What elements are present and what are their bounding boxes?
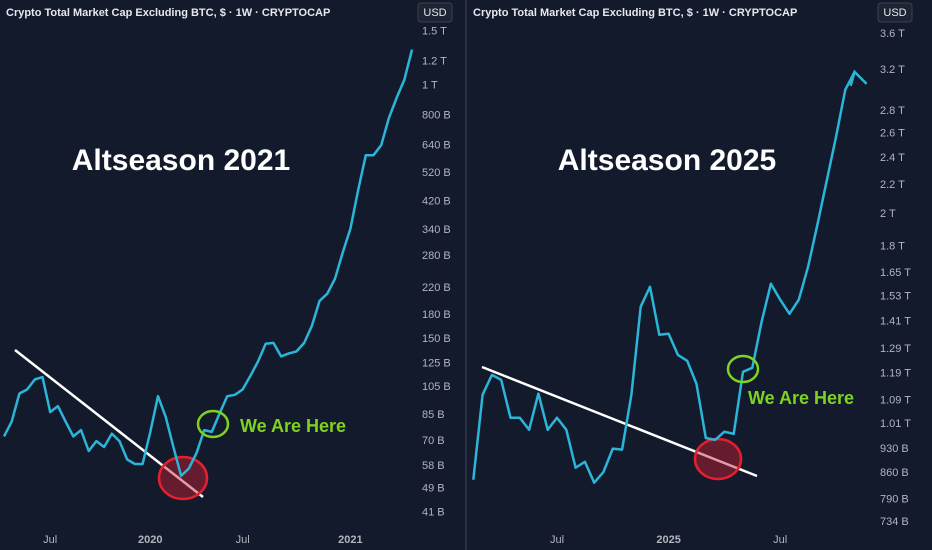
- green-circle: [196, 409, 230, 439]
- y-tick-label: 150 B: [422, 333, 451, 345]
- y-tick-label: 180 B: [422, 309, 451, 321]
- y-tick-label: 1.09 T: [880, 394, 911, 406]
- price-line: [2, 49, 414, 478]
- x-tick-label: 2020: [138, 534, 162, 546]
- y-tick-label: 2.2 T: [880, 179, 905, 191]
- y-tick-label: 1.8 T: [880, 241, 905, 253]
- x-tick-label: Jul: [43, 534, 57, 546]
- headline: Altseason 2025: [558, 144, 776, 177]
- y-tick-label: 2.8 T: [880, 105, 905, 117]
- currency-box: [417, 2, 453, 23]
- chart-title: Crypto Total Market Cap Excluding BTC, $…: [473, 7, 797, 19]
- annotation: We Are Here: [748, 388, 854, 408]
- x-tick-label: Jul: [773, 534, 787, 546]
- x-tick-label: Jul: [236, 534, 250, 546]
- y-tick-label: 49 B: [422, 483, 445, 495]
- y-tick-label: 1.01 T: [880, 418, 911, 430]
- currency-box: [877, 2, 913, 23]
- trend-line: [14, 349, 204, 498]
- y-tick-label: 790 B: [880, 493, 909, 505]
- headline: Altseason 2021: [72, 144, 290, 177]
- trend-line: [481, 365, 758, 478]
- y-tick-label: 1.29 T: [880, 343, 911, 355]
- y-tick-label: 41 B: [422, 507, 445, 519]
- y-tick-label: 930 B: [880, 443, 909, 455]
- y-tick-label: 1 T: [422, 80, 438, 92]
- y-tick-label: 280 B: [422, 250, 451, 262]
- y-tick-label: 125 B: [422, 358, 451, 370]
- y-tick-label: 105 B: [422, 381, 451, 393]
- x-tick-label: 2025: [656, 534, 680, 546]
- y-tick-label: 860 B: [880, 467, 909, 479]
- annotation: We Are Here: [240, 416, 346, 436]
- y-tick-label: 800 B: [422, 109, 451, 121]
- currency-label: USD: [883, 7, 906, 19]
- y-tick-label: 1.2 T: [422, 55, 447, 67]
- y-tick-label: 734 B: [880, 516, 909, 528]
- price-line: [472, 71, 856, 484]
- y-tick-label: 2.4 T: [880, 152, 905, 164]
- y-tick-label: 640 B: [422, 139, 451, 151]
- x-tick-label: 2021: [338, 534, 362, 546]
- y-tick-label: 3.2 T: [880, 64, 905, 76]
- y-tick-label: 340 B: [422, 224, 451, 236]
- y-tick-label: 1.53 T: [880, 290, 911, 302]
- x-tick-label: Jul: [550, 534, 564, 546]
- y-tick-label: 3.6 T: [880, 28, 905, 40]
- chart-title: Crypto Total Market Cap Excluding BTC, $…: [6, 7, 330, 19]
- y-tick-label: 1.41 T: [880, 315, 911, 327]
- arrow-head: [849, 69, 868, 87]
- y-tick-label: 58 B: [422, 460, 445, 472]
- y-tick-label: 85 B: [422, 409, 445, 421]
- y-tick-label: 220 B: [422, 282, 451, 294]
- y-tick-label: 1.65 T: [880, 267, 911, 279]
- y-tick-label: 520 B: [422, 167, 451, 179]
- red-circle: [157, 455, 209, 501]
- y-tick-label: 2 T: [880, 208, 896, 220]
- green-circle: [726, 354, 760, 384]
- y-tick-label: 2.6 T: [880, 128, 905, 140]
- y-tick-label: 1.19 T: [880, 368, 911, 380]
- y-tick-label: 420 B: [422, 196, 451, 208]
- red-circle: [693, 437, 743, 481]
- y-tick-label: 1.5 T: [422, 25, 447, 37]
- y-tick-label: 70 B: [422, 435, 445, 447]
- currency-label: USD: [423, 7, 446, 19]
